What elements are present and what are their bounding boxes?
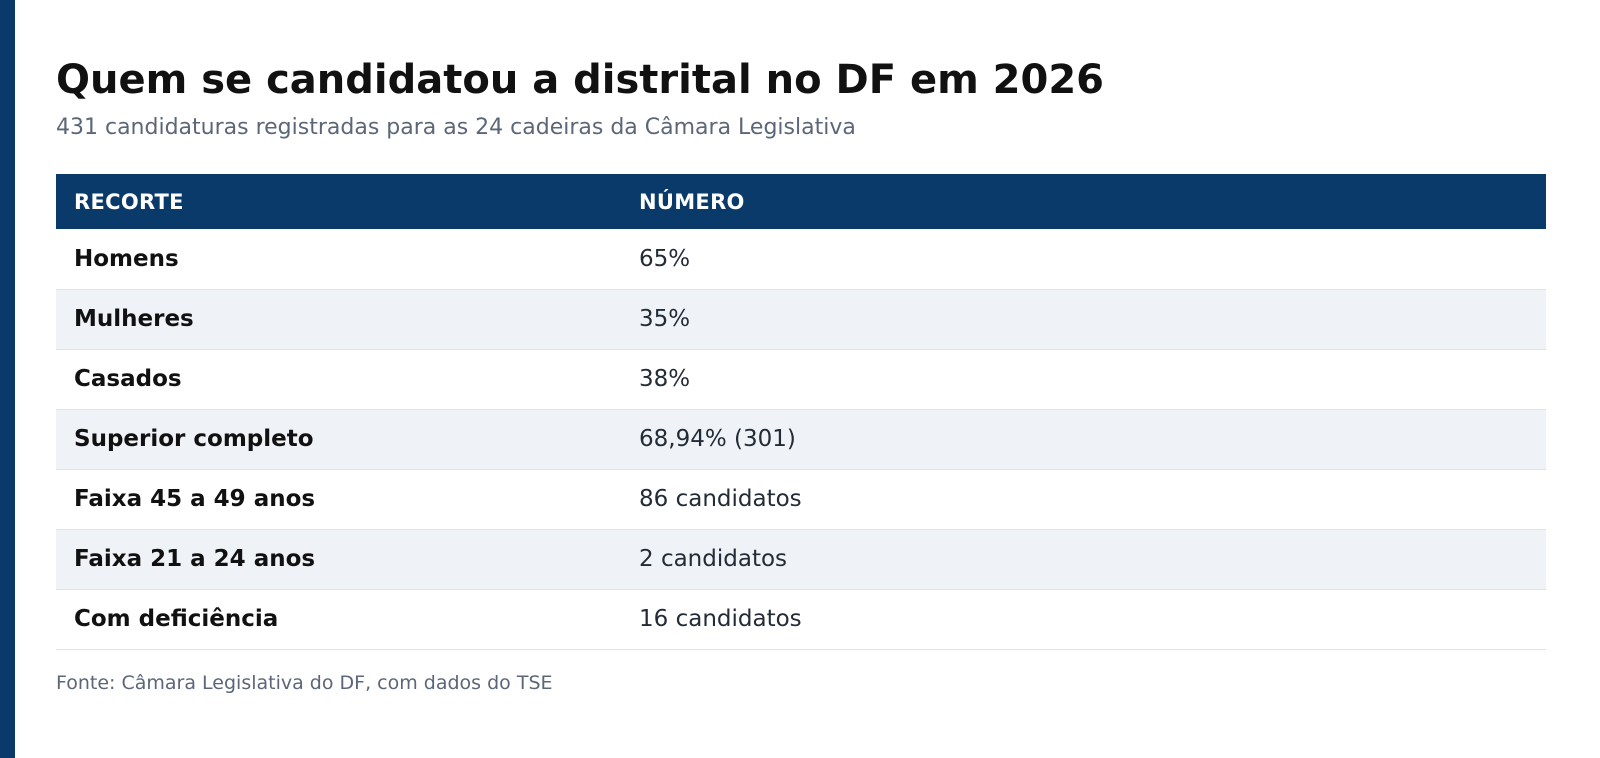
table-row: Superior completo 68,94% (301) — [56, 409, 1546, 469]
column-header-numero: NÚMERO — [639, 189, 745, 214]
table-header-row: RECORTE NÚMERO — [56, 174, 1546, 229]
table-row: Faixa 21 a 24 anos 2 candidatos — [56, 529, 1546, 589]
row-label: Superior completo — [74, 426, 314, 452]
source-note: Fonte: Câmara Legislativa do DF, com dad… — [56, 672, 553, 694]
row-value: 38% — [639, 366, 691, 392]
row-value: 68,94% (301) — [639, 426, 796, 452]
accent-bar — [0, 0, 15, 758]
table-header: RECORTE NÚMERO — [56, 174, 1546, 229]
row-label: Faixa 45 a 49 anos — [74, 486, 316, 512]
row-label: Mulheres — [74, 306, 194, 332]
page-title: Quem se candidatou a distrital no DF em … — [56, 57, 1105, 103]
row-value: 65% — [639, 245, 691, 272]
row-label: Faixa 21 a 24 anos — [74, 546, 316, 572]
data-table: RECORTE NÚMERO Homens 65% Mulheres 35% C… — [56, 174, 1546, 650]
column-header-recorte: RECORTE — [74, 189, 184, 214]
row-label: Homens — [74, 245, 179, 272]
row-label: Com deficiência — [74, 606, 279, 632]
page-subtitle: 431 candidaturas registradas para as 24 … — [56, 115, 856, 140]
table-body: Homens 65% Mulheres 35% Casados 38% Supe… — [56, 229, 1546, 649]
row-label: Casados — [74, 366, 182, 392]
table-row: Faixa 45 a 49 anos 86 candidatos — [56, 469, 1546, 529]
row-value: 35% — [639, 306, 691, 332]
table-row: Mulheres 35% — [56, 289, 1546, 349]
table-row: Com deficiência 16 candidatos — [56, 589, 1546, 649]
row-value: 16 candidatos — [639, 606, 802, 632]
row-value: 2 candidatos — [639, 546, 788, 572]
table-row: Casados 38% — [56, 349, 1546, 409]
table-row: Homens 65% — [56, 229, 1546, 289]
row-value: 86 candidatos — [639, 486, 802, 512]
